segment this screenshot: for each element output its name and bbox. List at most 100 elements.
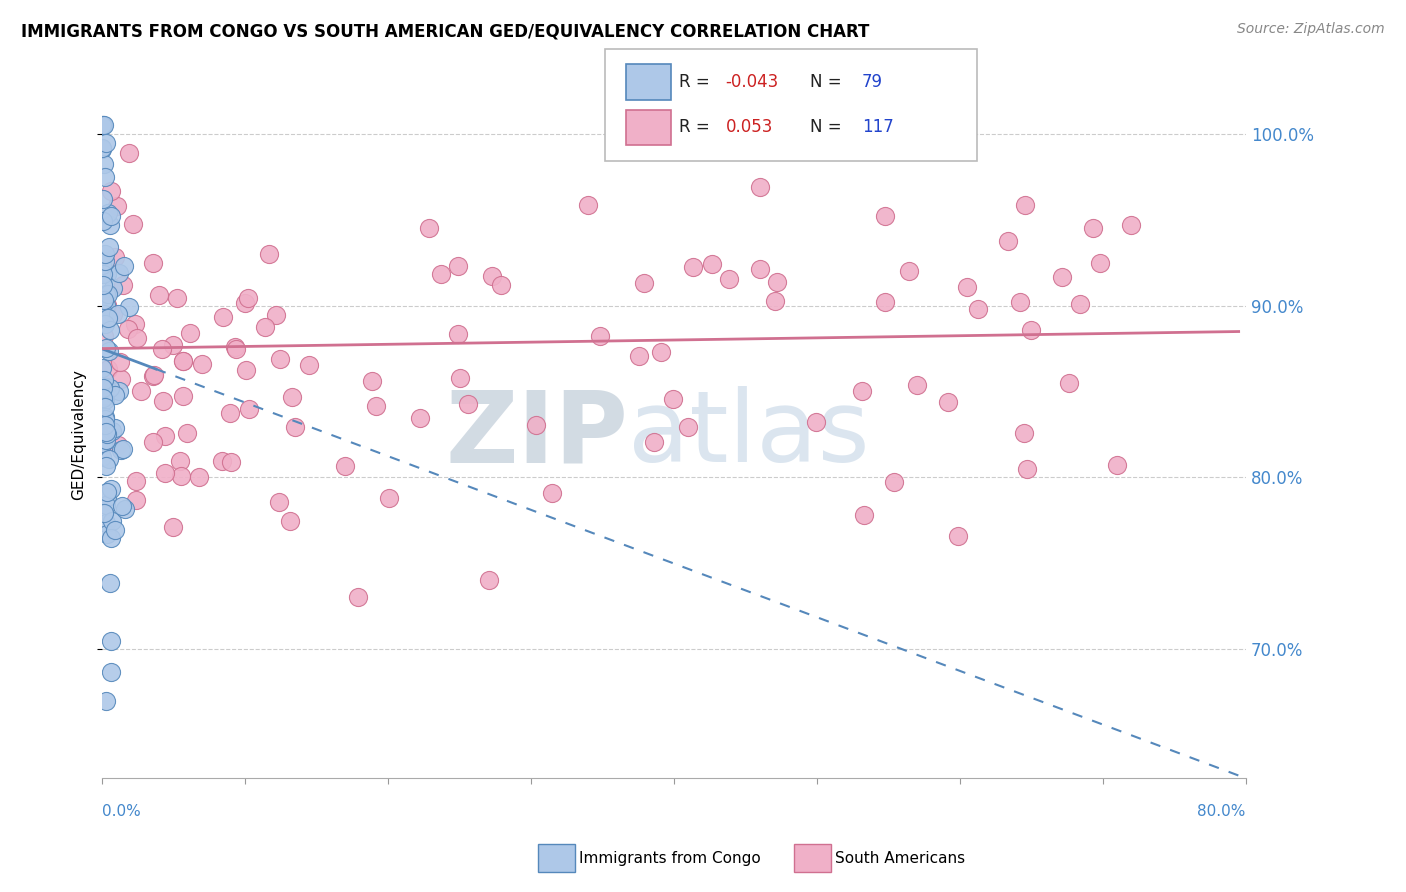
Text: -0.043: -0.043 xyxy=(725,73,779,91)
Point xyxy=(96,267,118,281)
Point xyxy=(96,694,118,708)
Point xyxy=(100,634,122,648)
Point xyxy=(97,206,120,220)
Point xyxy=(633,276,655,290)
Point xyxy=(96,527,118,541)
Point xyxy=(107,437,129,451)
Point xyxy=(766,276,789,290)
Point xyxy=(110,443,132,458)
Point xyxy=(948,529,970,543)
Point xyxy=(94,380,117,394)
Text: Immigrants from Congo: Immigrants from Congo xyxy=(579,851,761,865)
Point xyxy=(142,434,165,449)
Point xyxy=(447,326,470,341)
Point xyxy=(96,426,118,441)
Point xyxy=(98,219,121,233)
Text: ZIP: ZIP xyxy=(446,386,628,483)
Point xyxy=(97,311,120,326)
Point xyxy=(94,382,117,396)
Point xyxy=(280,390,302,404)
Point xyxy=(172,354,194,368)
Point xyxy=(967,301,990,316)
Text: 117: 117 xyxy=(862,119,894,136)
Point xyxy=(162,337,184,351)
Point xyxy=(1081,221,1104,235)
Point xyxy=(104,250,127,264)
Point xyxy=(125,475,148,489)
Point xyxy=(96,499,118,513)
Point xyxy=(1015,462,1038,476)
Point xyxy=(155,466,177,480)
Point xyxy=(98,344,121,359)
Point xyxy=(541,486,564,500)
Point xyxy=(96,490,118,504)
Point xyxy=(269,495,291,509)
Point xyxy=(883,475,905,489)
Point xyxy=(97,287,120,301)
Point xyxy=(169,454,191,468)
Point xyxy=(1012,426,1035,441)
Point xyxy=(418,220,440,235)
Point xyxy=(269,351,291,366)
Point xyxy=(94,392,117,407)
Point xyxy=(166,291,188,305)
Point xyxy=(155,429,177,443)
Point xyxy=(104,388,127,402)
Point xyxy=(897,264,920,278)
Point xyxy=(804,415,827,429)
Point xyxy=(125,331,148,345)
Point xyxy=(152,394,174,409)
Point xyxy=(361,374,384,388)
Text: 79: 79 xyxy=(862,73,883,91)
Point xyxy=(94,287,117,301)
Point xyxy=(1119,218,1142,232)
Point xyxy=(118,146,141,161)
Point xyxy=(457,397,479,411)
Point xyxy=(122,217,145,231)
Point xyxy=(94,433,117,447)
Text: atlas: atlas xyxy=(628,386,869,483)
Text: Source: ZipAtlas.com: Source: ZipAtlas.com xyxy=(1237,22,1385,37)
Point xyxy=(662,392,685,407)
Point xyxy=(91,391,114,405)
Point xyxy=(875,210,897,224)
Point xyxy=(1059,376,1081,391)
Point xyxy=(936,395,959,409)
Point xyxy=(335,459,357,474)
Point xyxy=(107,384,129,399)
Point xyxy=(94,516,117,530)
Point xyxy=(94,425,117,440)
Point xyxy=(254,319,277,334)
Point xyxy=(96,298,118,312)
Point xyxy=(94,247,117,261)
Point xyxy=(93,118,115,132)
Point xyxy=(650,344,672,359)
Point xyxy=(682,260,704,274)
Text: South Americans: South Americans xyxy=(835,851,966,865)
Point xyxy=(103,307,125,321)
Text: IMMIGRANTS FROM CONGO VS SOUTH AMERICAN GED/EQUIVALENCY CORRELATION CHART: IMMIGRANTS FROM CONGO VS SOUTH AMERICAN … xyxy=(21,22,869,40)
Point xyxy=(107,307,129,321)
Point xyxy=(150,342,173,356)
Point xyxy=(191,357,214,371)
Point xyxy=(236,291,259,305)
Point xyxy=(93,410,115,425)
Point xyxy=(1069,297,1091,311)
Text: 0.053: 0.053 xyxy=(725,119,773,136)
Point xyxy=(114,502,136,516)
Point xyxy=(97,362,120,376)
Point xyxy=(172,389,194,403)
Point xyxy=(524,418,547,433)
Point xyxy=(170,469,193,483)
Point xyxy=(851,384,873,398)
Point xyxy=(430,267,453,281)
Point xyxy=(211,310,233,324)
Point xyxy=(91,267,114,281)
Point xyxy=(235,362,257,376)
Point xyxy=(111,499,134,513)
Point xyxy=(96,459,118,474)
Point xyxy=(118,300,141,314)
Point xyxy=(90,312,112,326)
Point xyxy=(97,239,120,253)
Point xyxy=(93,506,115,520)
